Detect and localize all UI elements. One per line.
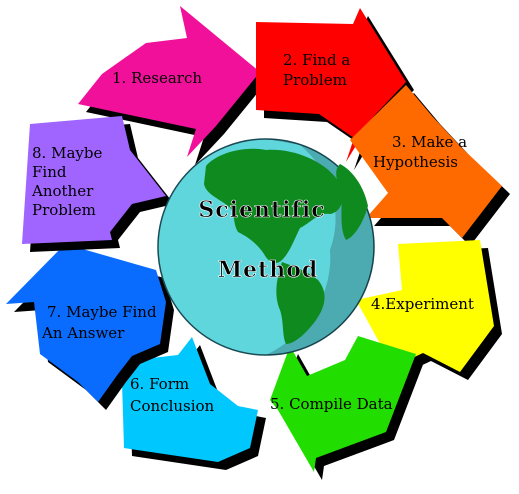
- step-5-label: 5. Compile Data: [270, 395, 393, 413]
- step-8-label: 8. Maybe Find Another Problem: [31, 144, 107, 219]
- step-6-label: 6. Form Conclusion: [130, 375, 215, 415]
- step-labels: 1. Research 2. Find a Problem 3. Make a …: [31, 51, 474, 415]
- step-7-maybe-find-an-answer-arrow: [6, 244, 166, 402]
- step-7-label: 7. Maybe Find An Answer: [41, 303, 161, 342]
- step-5-compile-data-arrow: [270, 336, 416, 472]
- diagram-title-line-1: Scientific: [198, 197, 325, 223]
- globe-icon: [157, 138, 375, 356]
- step-4-experiment-arrow: [356, 240, 494, 372]
- step-4-label: 4.Experiment: [371, 295, 474, 313]
- cycle-arrows: [6, 6, 510, 480]
- step-3-label: 3. Make a Hypothesis: [373, 133, 472, 171]
- step-8-maybe-find-another-problem-arrow: [22, 116, 166, 244]
- diagram-title-line-2: Method: [218, 257, 319, 283]
- step-1-label: 1. Research: [112, 69, 202, 87]
- step-3-make-a-hypothesis-arrow: [350, 85, 502, 238]
- step-1-research-arrow: [78, 6, 260, 157]
- step-2-label: 2. Find a Problem: [283, 51, 355, 89]
- step-6-form-conclusion-arrow: [122, 337, 258, 462]
